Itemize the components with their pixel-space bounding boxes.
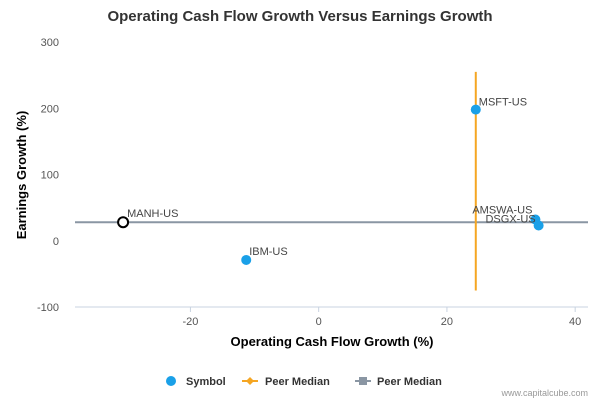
highlight-point-marker xyxy=(117,216,130,229)
legend-square-icon xyxy=(359,377,367,385)
data-point-marker xyxy=(470,104,481,115)
chart-title: Operating Cash Flow Growth Versus Earnin… xyxy=(107,8,492,25)
data-point-label: AMSWA-US xyxy=(472,205,532,217)
x-tick-label: 0 xyxy=(316,316,322,328)
x-tick-label: 40 xyxy=(569,316,581,328)
data-point-marker xyxy=(241,254,252,265)
y-tick-label: 100 xyxy=(41,170,59,182)
plot-area: -20 0 20 40 -100 0 100 200 300 MSFT-US AMSWA-USDSG… xyxy=(37,37,588,328)
data-point-label: IBM-US xyxy=(249,246,288,258)
legend-diamond-icon xyxy=(246,377,254,385)
y-tick-label: -100 xyxy=(37,302,59,314)
y-tick-label: 200 xyxy=(41,103,59,115)
data-point-label: DSGX-US xyxy=(485,214,535,226)
legend-label: Symbol xyxy=(186,376,226,388)
legend-label: Peer Median xyxy=(377,376,442,388)
legend-symbol-icon xyxy=(166,376,176,386)
data-point-label: MSFT-US xyxy=(479,97,527,109)
y-tick-label: 300 xyxy=(41,37,59,49)
legend-label: Peer Median xyxy=(265,376,330,388)
credit-text: www.capitalcube.com xyxy=(500,388,588,398)
x-axis-title: Operating Cash Flow Growth (%) xyxy=(231,334,434,349)
data-point-label: MANH-US xyxy=(127,208,178,220)
x-tick-label: 20 xyxy=(441,316,453,328)
data-point-marker xyxy=(533,220,544,231)
legend: Symbol Peer Median Peer Median xyxy=(166,376,442,388)
y-axis-title: Earnings Growth (%) xyxy=(14,111,29,240)
y-tick-label: 0 xyxy=(53,236,59,248)
x-tick-label: -20 xyxy=(182,316,198,328)
